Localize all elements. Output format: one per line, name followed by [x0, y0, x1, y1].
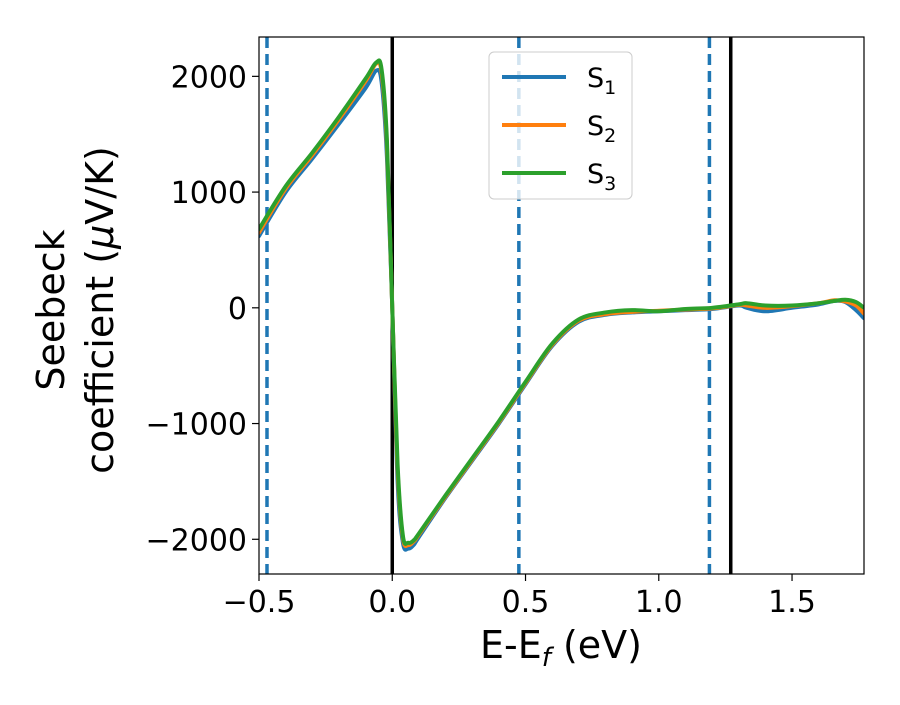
x-tick-label: 0.0 [368, 585, 416, 620]
x-tick-label: 1.5 [768, 585, 816, 620]
legend: S1 S2 S3 [488, 51, 633, 200]
y-ticks: −2000 −1000 0 1000 2000 [146, 60, 259, 558]
y-tick-label: −1000 [146, 408, 247, 443]
y-tick-label: −2000 [146, 523, 247, 558]
y-tick-label: 0 [228, 292, 247, 327]
x-tick-label: 1.0 [635, 585, 683, 620]
y-axis-label-line2: coefficient (μV/K) [78, 146, 122, 474]
y-tick-label: 2000 [171, 60, 247, 95]
x-tick-label: −0.5 [223, 585, 296, 620]
x-axis-label: E-Ef (eV) [480, 623, 642, 673]
series-lines [259, 58, 864, 552]
y-tick-label: 1000 [171, 176, 247, 211]
plot-frame [258, 36, 865, 575]
x-ticks: −0.5 0.0 0.5 1.0 1.5 [223, 574, 816, 620]
legend-label-s2: S2 [587, 111, 616, 147]
y-axis-label-line1: Seebeck [29, 229, 73, 390]
series-line-s3 [259, 58, 864, 546]
legend-label-s1: S1 [587, 63, 616, 99]
x-tick-label: 0.5 [502, 585, 550, 620]
legend-label-s3: S3 [587, 159, 616, 195]
